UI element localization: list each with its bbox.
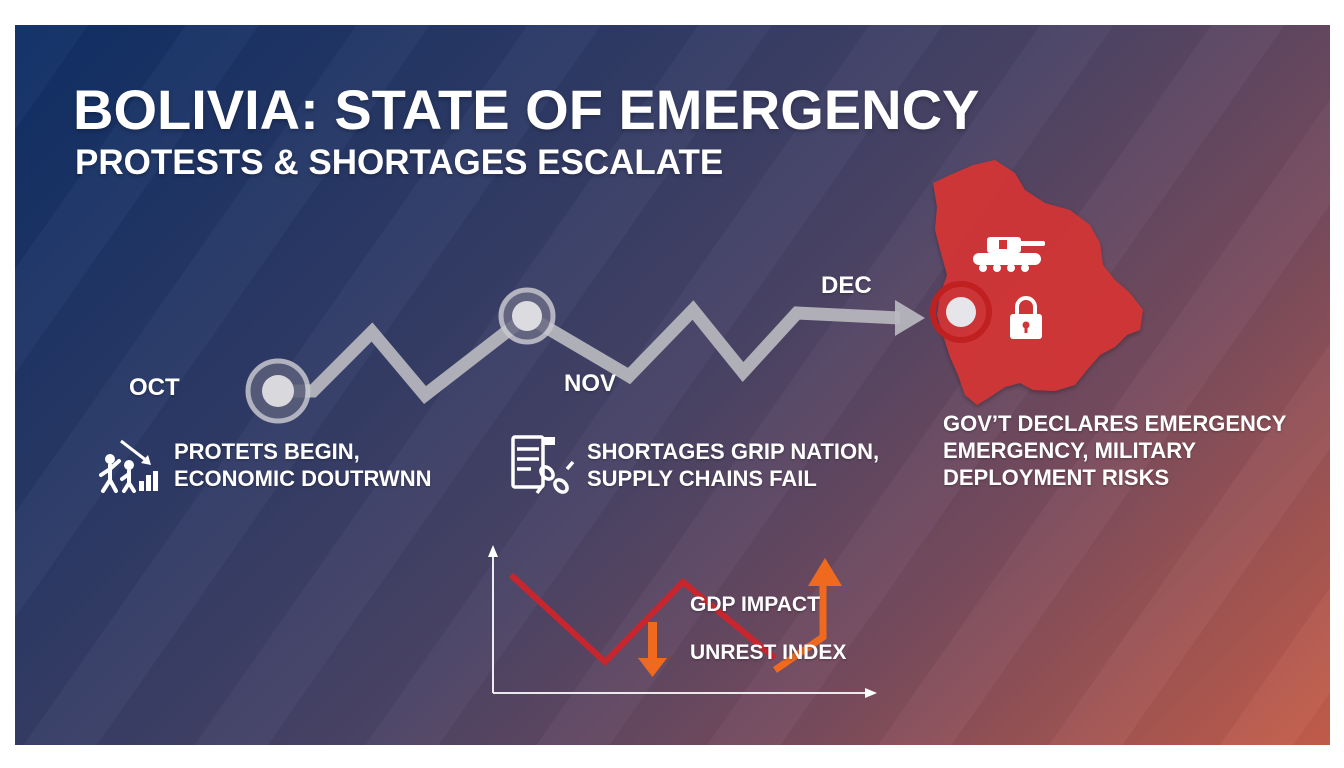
month-label-oct: OCT [129, 374, 180, 401]
event-oct-line-2: ECONOMIC DOUTRWNN [174, 466, 432, 491]
mini-chart-axes [488, 545, 877, 698]
broken-supply-chain-icon [511, 435, 575, 495]
event-dec-line-1: GOV’T DECLARES EMERGENCY [943, 411, 1287, 436]
event-nov-line-2: SUPPLY CHAINS FAIL [587, 466, 817, 491]
unrest-index-line [773, 583, 827, 673]
event-oct-line-1: PROTETS BEGIN, [174, 439, 360, 464]
gdp-impact-label: GDP IMPACT [690, 593, 820, 616]
padlock-icon [1010, 296, 1042, 339]
event-dec-line-3: DEPLOYMENT RISKS [943, 465, 1170, 490]
gdp-impact-line [508, 572, 777, 667]
protesters-falling-chart-icon [99, 439, 158, 493]
event-oct-text: PROTETS BEGIN, ECONOMIC DOUTRWNN [174, 438, 431, 492]
page-subtitle: PROTESTS & SHORTAGES ESCALATE [75, 143, 724, 182]
bolivia-map-icon [933, 160, 1143, 405]
month-label-dec: DEC [821, 272, 872, 299]
infographic-canvas: BOLIVIA: STATE OF EMERGENCY PROTESTS & S… [15, 25, 1330, 745]
event-nov-text: SHORTAGES GRIP NATION, SUPPLY CHAINS FAI… [587, 438, 879, 492]
timeline-arrowhead [895, 300, 925, 336]
event-nov-line-1: SHORTAGES GRIP NATION, [587, 439, 880, 464]
diagram-graphics [99, 160, 1143, 698]
timeline-line [278, 300, 901, 404]
timeline-node-nov [498, 287, 556, 345]
unrest-index-label: UNREST INDEX [690, 641, 847, 664]
gdp-down-arrow [638, 622, 667, 677]
event-dec-text: GOV’T DECLARES EMERGENCY EMERGENCY, MILI… [943, 410, 1286, 491]
unrest-up-arrow [808, 558, 842, 586]
page-title: BOLIVIA: STATE OF EMERGENCY [73, 78, 980, 141]
location-marker-icon [930, 281, 992, 343]
month-label-nov: NOV [564, 370, 617, 397]
timeline-node-oct [245, 358, 311, 424]
tank-icon [973, 237, 1045, 272]
event-dec-line-2: EMERGENCY, MILITARY [943, 438, 1197, 463]
